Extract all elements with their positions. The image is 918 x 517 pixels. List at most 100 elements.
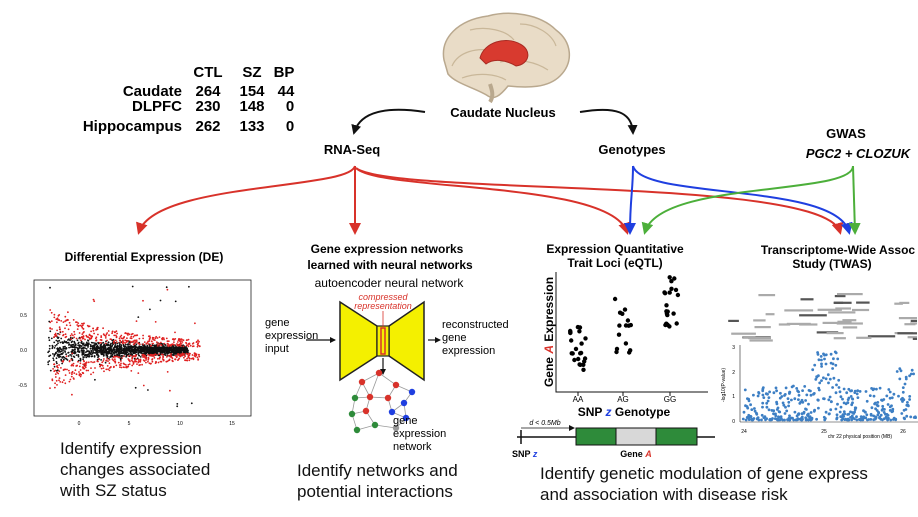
de-point-significant bbox=[85, 369, 88, 372]
de-point bbox=[86, 350, 89, 353]
de-point bbox=[155, 346, 158, 349]
de-point bbox=[107, 346, 110, 349]
network-label-line: expression bbox=[393, 428, 446, 440]
twas-point bbox=[895, 370, 899, 373]
de-point-significant bbox=[138, 337, 141, 340]
de-point-significant bbox=[81, 326, 84, 329]
de-point bbox=[119, 347, 122, 350]
de-point bbox=[82, 356, 84, 358]
de-point-significant bbox=[75, 373, 78, 376]
gene-network-label: gene expression network bbox=[393, 415, 446, 453]
de-point bbox=[83, 346, 85, 349]
de-point-significant bbox=[105, 333, 108, 336]
twas-point bbox=[846, 418, 850, 422]
de-point-outlier bbox=[137, 316, 140, 318]
de-point-significant bbox=[121, 342, 124, 345]
de-point-outlier bbox=[48, 320, 51, 323]
de-point-outlier bbox=[119, 358, 122, 360]
de-point bbox=[134, 352, 136, 355]
de-point bbox=[112, 347, 115, 349]
twas-gene-track bbox=[728, 293, 917, 342]
compressed-label: compressed bbox=[358, 292, 408, 302]
twas-point bbox=[783, 394, 786, 397]
de-point bbox=[111, 342, 114, 344]
gene-network-graph bbox=[348, 369, 416, 434]
de-point-significant bbox=[132, 343, 135, 345]
eqtl-point bbox=[578, 350, 584, 356]
de-point bbox=[152, 348, 155, 350]
de-point bbox=[164, 348, 166, 351]
de-point bbox=[49, 330, 52, 333]
encoder-shape bbox=[339, 300, 378, 382]
de-point bbox=[104, 346, 106, 348]
de-point-significant bbox=[176, 344, 179, 346]
twas-point bbox=[747, 418, 751, 421]
de-point bbox=[151, 350, 153, 353]
twas-point bbox=[744, 418, 748, 422]
eqtl-x-axis-label: SNP z Genotype bbox=[578, 405, 671, 419]
twas-point bbox=[908, 374, 911, 378]
twas-point bbox=[765, 401, 769, 405]
de-point bbox=[113, 352, 115, 355]
de-point-significant bbox=[99, 365, 101, 368]
de-point-significant bbox=[147, 353, 150, 356]
de-point bbox=[145, 346, 148, 349]
de-point bbox=[58, 356, 60, 359]
de-point bbox=[115, 348, 118, 351]
de-point-significant bbox=[108, 334, 110, 337]
network-edge bbox=[361, 372, 380, 383]
twas-point bbox=[859, 418, 863, 422]
de-point-significant bbox=[95, 329, 97, 331]
twas-point bbox=[901, 386, 905, 389]
de-y-tick: 0.5 bbox=[20, 313, 27, 319]
de-point bbox=[92, 345, 95, 347]
de-point-significant bbox=[68, 321, 71, 324]
de-point-significant bbox=[172, 343, 175, 346]
de-point-significant bbox=[64, 315, 67, 318]
de-point-significant bbox=[159, 360, 162, 363]
de-point-significant bbox=[150, 362, 152, 365]
de-point bbox=[134, 345, 137, 347]
de-point-significant bbox=[88, 325, 91, 328]
de-point-significant bbox=[73, 336, 76, 339]
de-point bbox=[172, 348, 175, 351]
twas-point bbox=[775, 408, 779, 411]
de-point bbox=[58, 339, 61, 342]
de-point-significant bbox=[105, 368, 108, 371]
twas-point bbox=[750, 408, 754, 411]
twas-point bbox=[811, 368, 815, 372]
twas-point bbox=[761, 386, 765, 389]
de-point-significant bbox=[186, 339, 188, 341]
twas-point bbox=[864, 390, 868, 393]
de-point-significant bbox=[147, 335, 150, 338]
nn-title-line: learned with neural networks bbox=[307, 258, 473, 272]
de-point bbox=[100, 359, 102, 361]
de-point-significant bbox=[91, 335, 94, 338]
de-point-significant bbox=[188, 357, 191, 360]
de-point bbox=[87, 355, 89, 358]
twas-point bbox=[874, 407, 877, 411]
de-point-significant bbox=[113, 340, 115, 342]
de-point-significant bbox=[58, 333, 61, 336]
twas-gene-bar bbox=[799, 314, 827, 317]
de-point-significant bbox=[57, 314, 60, 317]
de-point-significant bbox=[69, 378, 72, 381]
network-edge bbox=[378, 372, 397, 386]
de-point bbox=[60, 350, 63, 352]
de-point-outlier bbox=[169, 389, 171, 392]
de-point-significant bbox=[166, 340, 169, 343]
de-point bbox=[53, 355, 56, 357]
twas-point bbox=[897, 394, 900, 398]
de-point-significant bbox=[158, 357, 161, 360]
de-point bbox=[118, 344, 121, 347]
de-point bbox=[67, 351, 70, 354]
twas-point bbox=[838, 410, 842, 414]
de-point bbox=[123, 351, 126, 353]
de-point-significant bbox=[89, 338, 91, 341]
de-point-outlier bbox=[71, 393, 73, 396]
de-point-significant bbox=[152, 337, 155, 339]
de-point bbox=[107, 352, 110, 355]
de-point bbox=[131, 354, 134, 356]
twas-point bbox=[865, 413, 869, 417]
eqtl-point bbox=[577, 362, 582, 367]
